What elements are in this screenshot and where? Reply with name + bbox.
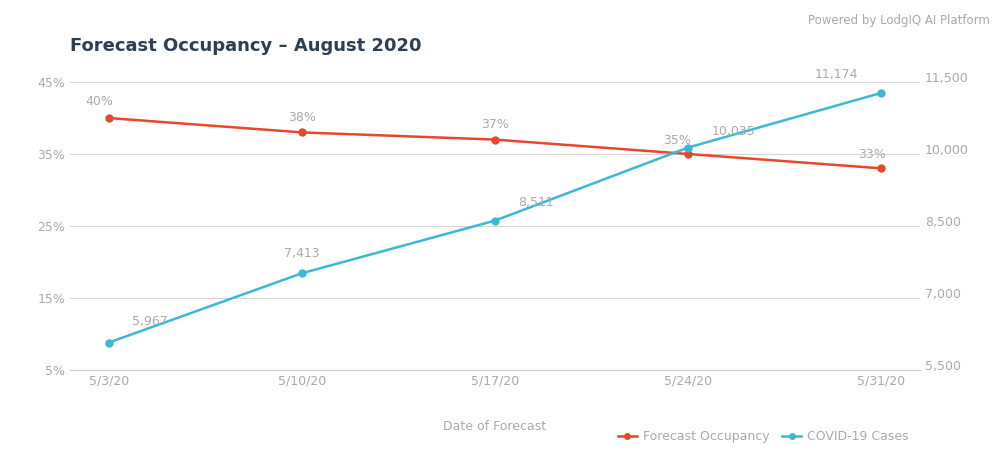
Text: Powered by LodgIQ AI Platform: Powered by LodgIQ AI Platform — [808, 14, 990, 27]
Legend: Forecast Occupancy, COVID-19 Cases: Forecast Occupancy, COVID-19 Cases — [613, 425, 914, 448]
Text: 33%: 33% — [858, 148, 886, 161]
Text: Date of Forecast: Date of Forecast — [443, 420, 547, 433]
Text: 35%: 35% — [663, 134, 691, 147]
Text: 40%: 40% — [85, 95, 113, 108]
Text: 7,413: 7,413 — [284, 247, 320, 260]
Text: 5,967: 5,967 — [132, 315, 168, 328]
Text: 37%: 37% — [481, 118, 509, 131]
Text: Forecast Occupancy – August 2020: Forecast Occupancy – August 2020 — [70, 37, 422, 55]
Text: 10,035: 10,035 — [711, 125, 755, 138]
Text: 11,174: 11,174 — [815, 68, 858, 81]
Text: 8,511: 8,511 — [518, 196, 554, 209]
Text: 38%: 38% — [288, 111, 316, 124]
